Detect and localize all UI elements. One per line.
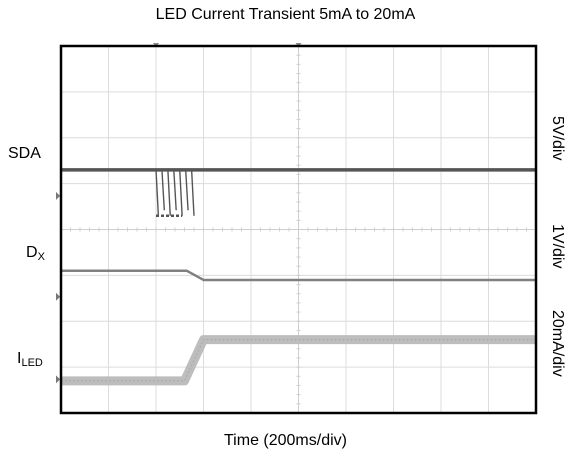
sda-data-pulse	[155, 169, 160, 216]
trace-dx	[61, 269, 536, 282]
sda-data-pulse	[167, 169, 171, 216]
grid	[61, 46, 536, 413]
traces	[61, 168, 536, 386]
sda-data-pulse	[161, 169, 166, 211]
chart-title: LED Current Transient 5mA to 20mA	[155, 6, 416, 23]
ground-marker-sda	[56, 191, 60, 200]
plot-frame	[59, 44, 538, 415]
sda-data-pulse	[190, 169, 195, 216]
channel-label-iled: ILED	[17, 350, 43, 369]
scale-label-iled: 20mA/div	[549, 310, 566, 377]
scale-label-dx: 1V/div	[549, 224, 566, 269]
sda-data-pulse	[184, 169, 189, 211]
sda-data-pulse	[179, 169, 183, 216]
trace-iled-noise	[61, 339, 536, 382]
channel-label-sda: SDA	[8, 145, 41, 162]
x-axis-label: Time (200ms/div)	[224, 432, 347, 449]
channel-markers	[56, 43, 302, 384]
scale-label-sda: 5V/div	[549, 116, 566, 161]
sda-data-pulse	[173, 169, 177, 211]
ground-marker-dx	[56, 292, 60, 301]
channel-label-dx: DX	[26, 244, 45, 263]
ground-marker-iled	[56, 375, 60, 384]
